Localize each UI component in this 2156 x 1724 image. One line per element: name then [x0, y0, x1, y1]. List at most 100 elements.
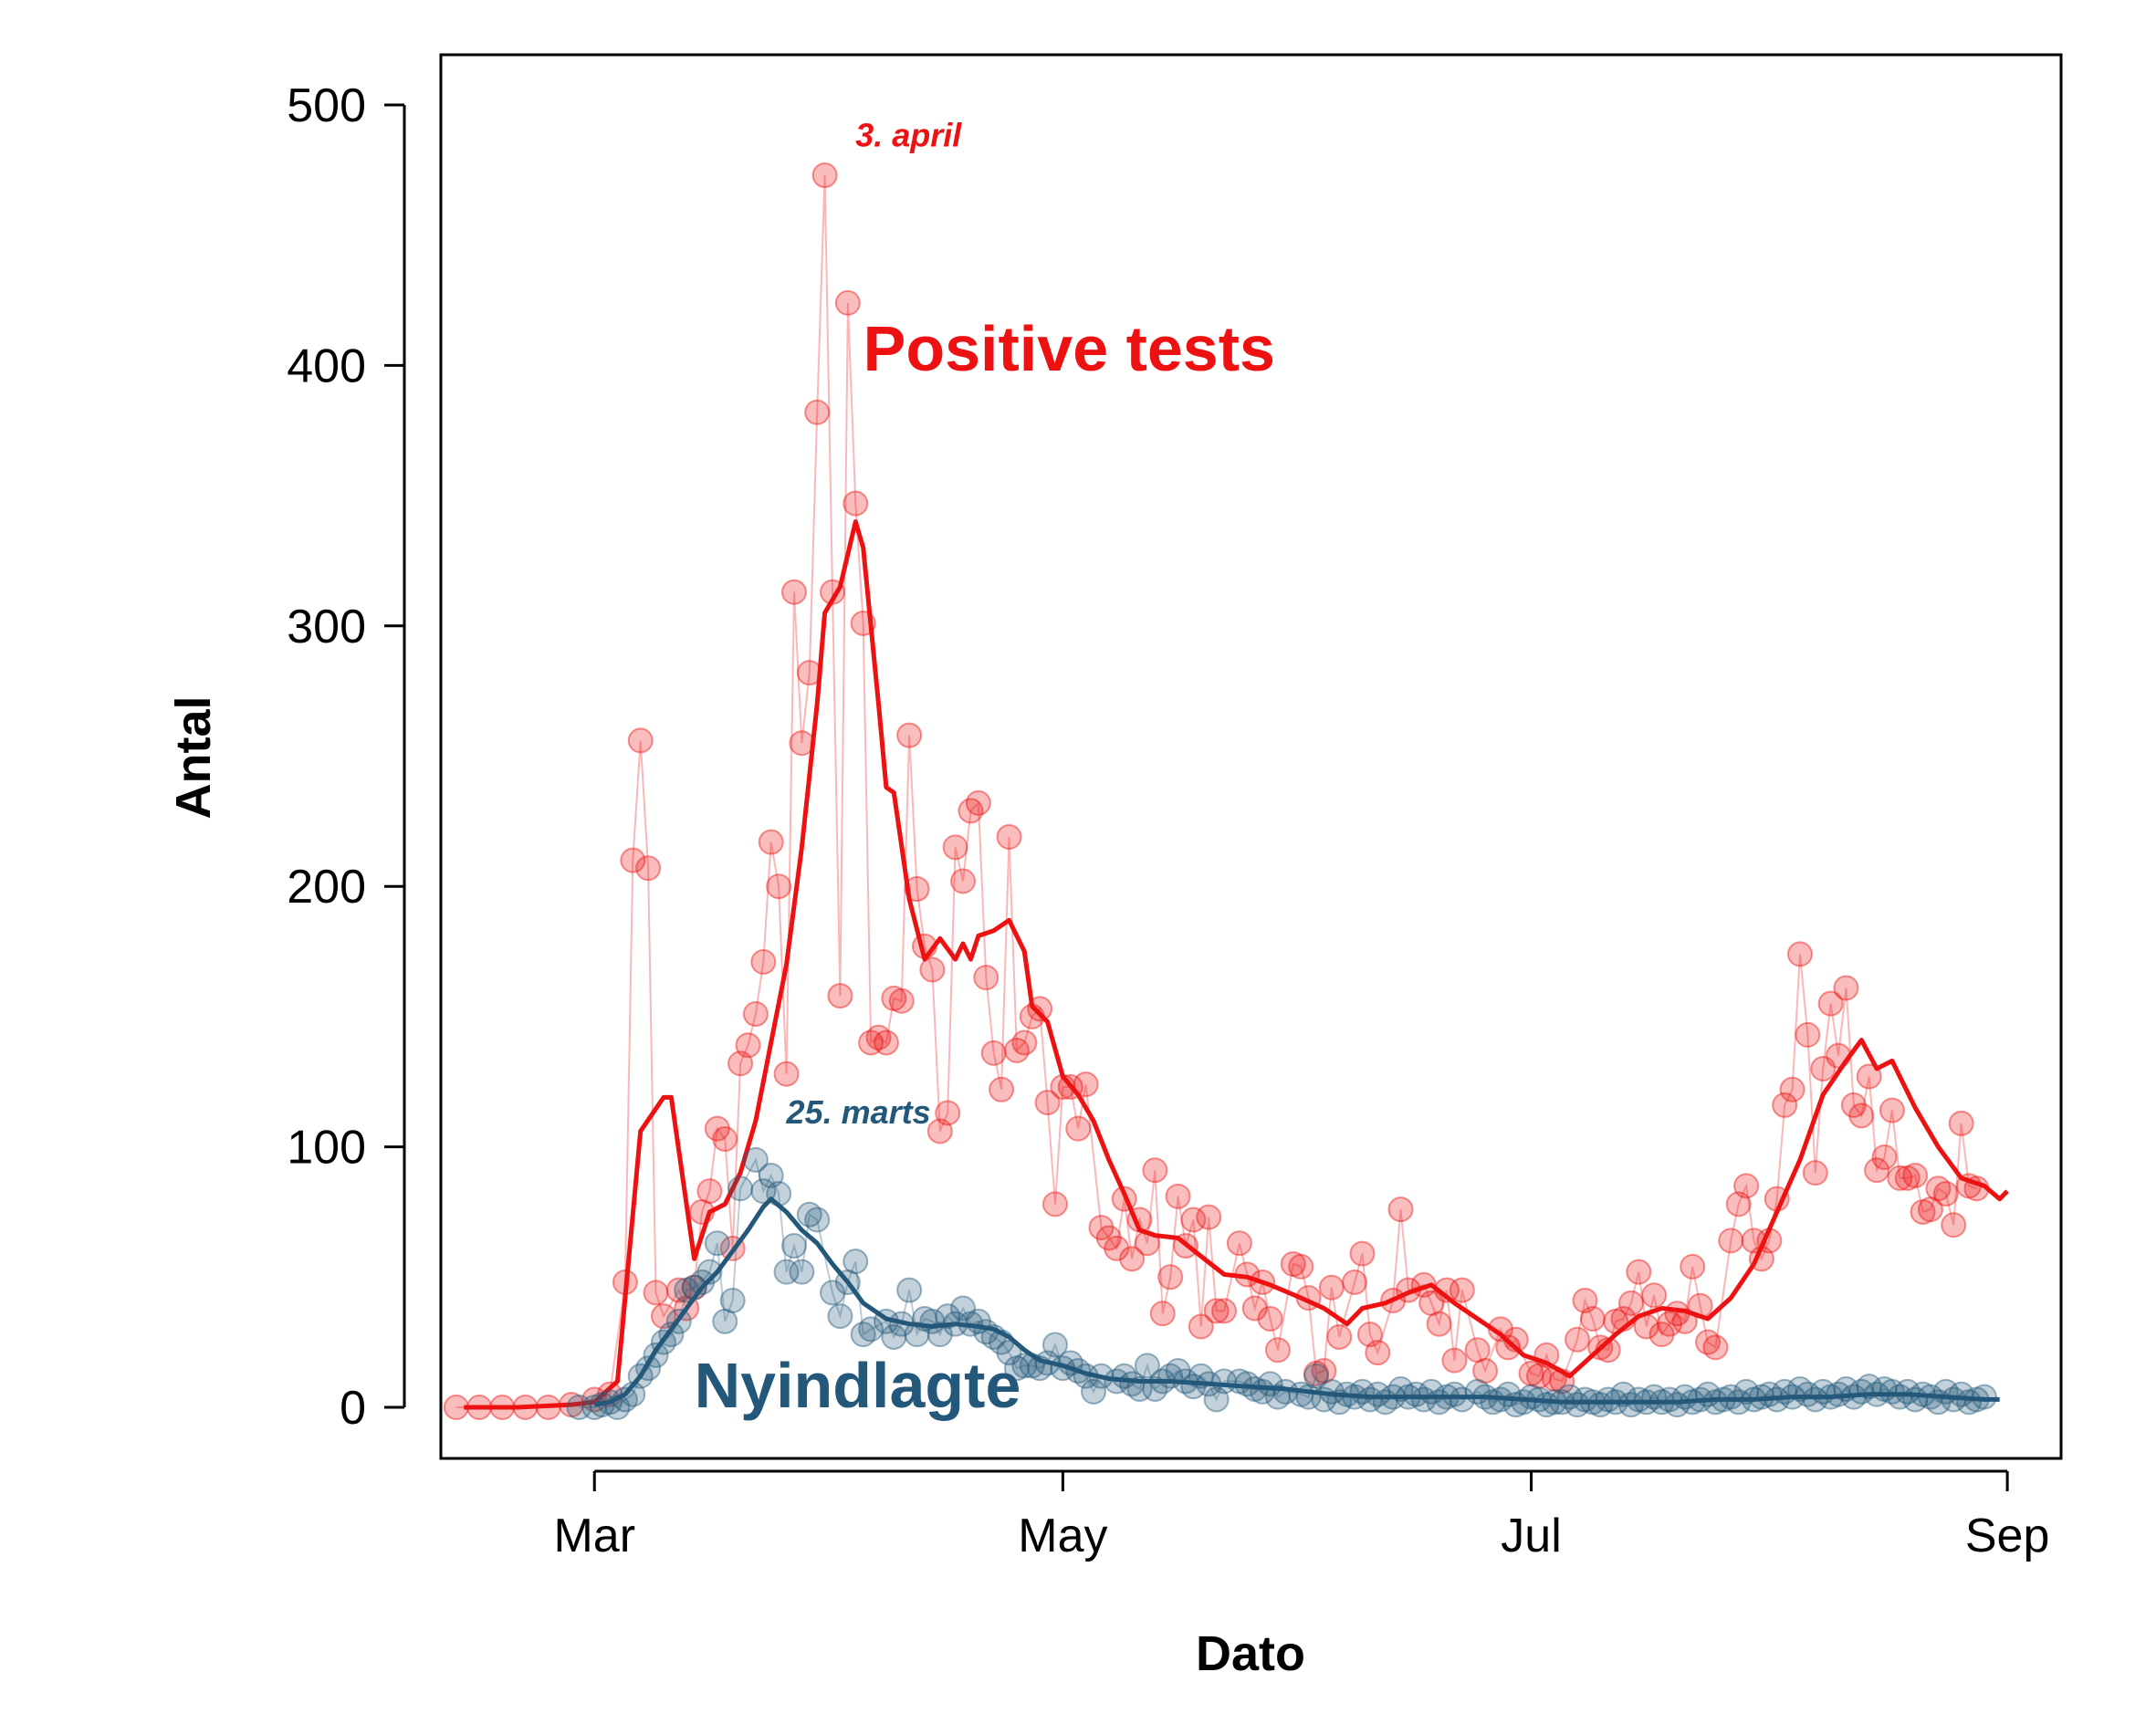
- data-point: [1572, 1386, 1598, 1413]
- data-point: [1664, 1392, 1690, 1418]
- data-point: [989, 1076, 1015, 1102]
- data-point: [1495, 1334, 1522, 1361]
- y-axis-title: Antal: [166, 696, 221, 820]
- data-point: [620, 847, 646, 873]
- data-point: [704, 1230, 730, 1257]
- data-point: [750, 1178, 777, 1205]
- data-point: [1041, 1332, 1068, 1358]
- data-point: [811, 162, 838, 189]
- data-point: [904, 1322, 930, 1348]
- data-point: [919, 956, 946, 983]
- data-point: [1641, 1282, 1668, 1309]
- data-point: [1695, 1329, 1722, 1355]
- data-point: [865, 1024, 892, 1050]
- data-point: [1326, 1323, 1353, 1350]
- data-point: [1449, 1277, 1475, 1303]
- x-axis-title: Dato: [1196, 1626, 1305, 1681]
- data-point: [1157, 1264, 1184, 1290]
- smoothed-line: [593, 1196, 2000, 1407]
- series-label: Positive tests: [863, 313, 1275, 384]
- data-point: [1449, 1386, 1475, 1413]
- data-point: [804, 399, 831, 425]
- data-point: [1280, 1251, 1306, 1278]
- data-point: [1342, 1269, 1368, 1296]
- data-point: [1648, 1322, 1675, 1348]
- data-point: [1410, 1386, 1437, 1413]
- data-point: [696, 1259, 723, 1285]
- data-point: [1879, 1378, 1905, 1405]
- data-point: [796, 1201, 822, 1228]
- data-point: [1786, 941, 1813, 967]
- data-point: [1226, 1230, 1252, 1257]
- data-point: [1779, 1076, 1805, 1102]
- data-point: [1088, 1215, 1115, 1241]
- data-point: [696, 1178, 723, 1205]
- data-point: [1871, 1144, 1898, 1171]
- data-point: [1565, 1326, 1591, 1353]
- data-point: [1772, 1092, 1798, 1118]
- data-point: [1795, 1021, 1821, 1048]
- data-point: [1910, 1198, 1936, 1225]
- data-point: [1441, 1381, 1468, 1407]
- x-tick-label: Sep: [1965, 1510, 2050, 1562]
- annotation-layer: Positive tests 3. april Nyindlagte 25. mart…: [695, 117, 1275, 1421]
- data-point: [1617, 1392, 1644, 1418]
- plot-frame: [439, 53, 2063, 1460]
- series-nyindlagte: [566, 1146, 2000, 1420]
- data-point: [742, 1001, 769, 1028]
- y-tick-label: 200: [287, 861, 366, 914]
- data-point: [773, 1259, 800, 1285]
- data-point: [1011, 1029, 1038, 1056]
- data-point: [635, 855, 662, 882]
- data-point: [1902, 1162, 1929, 1188]
- peak-annotation: 3. april: [855, 117, 962, 154]
- data-point: [1487, 1316, 1513, 1343]
- data-point: [712, 1308, 738, 1334]
- series-label: Nyindlagte: [695, 1350, 1021, 1421]
- data-point: [750, 948, 777, 975]
- data-point: [1887, 1165, 1913, 1191]
- x-axis: Mar May Jul Sep: [553, 1469, 2050, 1562]
- data-point: [958, 798, 984, 824]
- data-point: [1418, 1290, 1445, 1316]
- data-point: [766, 873, 792, 900]
- data-point: [1887, 1384, 1913, 1410]
- data-point: [1180, 1207, 1207, 1233]
- data-point: [950, 868, 977, 894]
- data-point: [1656, 1311, 1682, 1337]
- data-point: [1356, 1386, 1383, 1413]
- data-point: [1572, 1287, 1598, 1313]
- y-tick-label: 500: [287, 79, 366, 132]
- data-point: [1817, 990, 1844, 1017]
- data-point: [780, 1233, 807, 1259]
- data-point: [758, 829, 784, 855]
- data-point: [1387, 1196, 1414, 1223]
- smoothed-line: [464, 519, 2009, 1410]
- data-point: [996, 1340, 1022, 1366]
- data-point: [1149, 1301, 1176, 1327]
- data-point: [1680, 1253, 1706, 1280]
- data-point: [1119, 1246, 1146, 1272]
- data-point: [1565, 1392, 1591, 1418]
- data-point: [1848, 1102, 1875, 1129]
- data-point: [1518, 1384, 1544, 1410]
- data-point: [1165, 1183, 1191, 1209]
- data-point: [789, 1259, 815, 1285]
- data-point: [780, 579, 807, 605]
- data-point: [1725, 1191, 1752, 1217]
- data-point: [973, 965, 1000, 991]
- data-point: [742, 1146, 769, 1173]
- data-point: [827, 983, 853, 1009]
- data-point: [1718, 1228, 1744, 1254]
- series-positive-tests: [443, 162, 2009, 1420]
- y-tick-label: 400: [287, 340, 366, 392]
- data-point: [1065, 1115, 1092, 1142]
- data-point: [1718, 1384, 1744, 1410]
- marks-layer: [443, 162, 2009, 1420]
- data-point: [1318, 1274, 1345, 1301]
- data-point: [1840, 1092, 1867, 1118]
- data-point: [1288, 1253, 1314, 1280]
- data-point: [980, 1040, 1007, 1066]
